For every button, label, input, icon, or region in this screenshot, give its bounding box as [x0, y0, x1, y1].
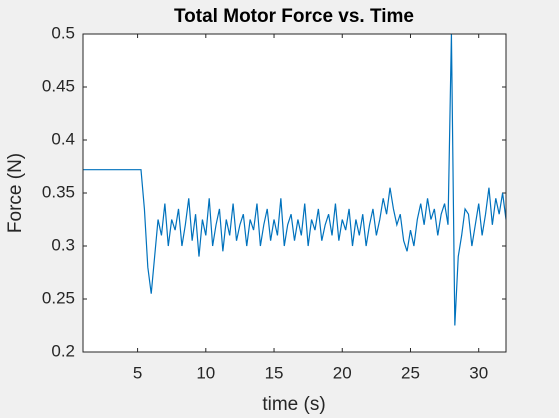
- x-tick-label: 25: [401, 363, 420, 382]
- plot-layer: 5 10 15 20 25 30 0.2 0.25 0.3 0.35 0.4 0.45 0.5: [42, 23, 506, 382]
- chart-title: Total Motor Force vs. Time: [174, 6, 414, 27]
- x-axis-label: time (s): [262, 394, 325, 415]
- x-tick-label: 30: [469, 363, 488, 382]
- x-tick-label: 20: [333, 363, 352, 382]
- axes-box: [82, 33, 507, 353]
- plot-area: [83, 34, 506, 352]
- y-tick-label: 0.2: [51, 341, 75, 360]
- y-tick-label: 0.4: [51, 129, 75, 148]
- y-tick-label: 0.5: [51, 23, 75, 42]
- x-tick-label: 15: [265, 363, 284, 382]
- y-tick-label: 0.25: [42, 288, 75, 307]
- y-tick-label: 0.3: [51, 235, 75, 254]
- y-tick-label: 0.45: [42, 76, 75, 95]
- y-tick-label: 0.35: [42, 182, 75, 201]
- data-line: [83, 34, 506, 326]
- y-axis-label: Force (N): [5, 153, 26, 233]
- x-tick-label: 10: [196, 363, 215, 382]
- x-tick-label: 5: [133, 363, 142, 382]
